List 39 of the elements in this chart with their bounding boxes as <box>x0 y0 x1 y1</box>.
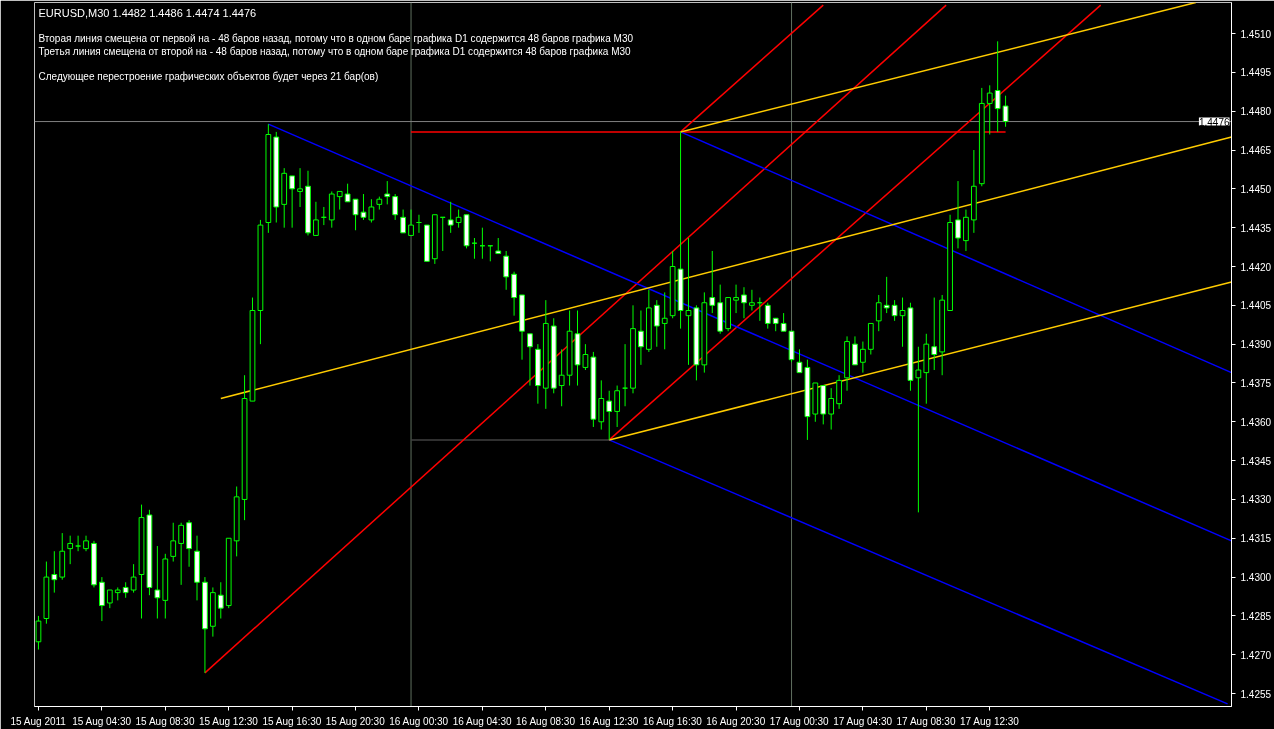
x-tick-label: 15 Aug 20:30 <box>325 715 386 727</box>
y-tick-label: 1.4285 <box>1240 610 1272 622</box>
y-tick-label: 1.4510 <box>1240 28 1272 40</box>
y-tick-label: 1.4480 <box>1240 106 1272 118</box>
x-tick-label: 17 Aug 12:30 <box>959 715 1020 727</box>
y-tick-label: 1.4360 <box>1240 416 1272 428</box>
x-tick-label: 15 Aug 2011 <box>10 715 67 727</box>
y-tick-label: 1.4405 <box>1240 300 1272 312</box>
x-tick-label: 16 Aug 16:30 <box>642 715 703 727</box>
y-tick-label: 1.4345 <box>1240 455 1272 467</box>
y-tick-label: 1.4465 <box>1240 145 1272 157</box>
y-tick-label: 1.4315 <box>1240 533 1272 545</box>
chart-title: EURUSD,M30 1.4482 1.4486 1.4474 1.4476 <box>38 6 257 19</box>
x-tick-label: 16 Aug 00:30 <box>389 715 449 727</box>
x-tick-label: 16 Aug 04:30 <box>452 715 513 727</box>
annotation: Вторая линия смещена от первой на - 48 баров назад, потому что в одном баре графика D1 содержится 48 баров графика M30 <box>38 32 634 44</box>
x-tick-label: 17 Aug 00:30 <box>769 715 830 727</box>
y-tick-label: 1.4495 <box>1240 67 1272 79</box>
y-tick-label: 1.4330 <box>1240 494 1272 506</box>
x-tick-label: 15 Aug 04:30 <box>72 715 132 727</box>
x-tick-label: 16 Aug 20:30 <box>706 715 766 727</box>
x-tick-label: 17 Aug 04:30 <box>833 715 893 727</box>
x-tick-label: 15 Aug 08:30 <box>135 715 195 727</box>
y-tick-label: 1.4255 <box>1240 688 1272 700</box>
x-tick-label: 16 Aug 08:30 <box>516 715 576 727</box>
x-tick-label: 17 Aug 08:30 <box>896 715 956 727</box>
y-tick-label: 1.4300 <box>1240 572 1272 584</box>
annotation: Третья линия смещена от второй на - 48 баров назад, потому что в одном баре графика D1 содержится 48 баров графика M30 <box>38 45 632 57</box>
y-tick-label: 1.4435 <box>1240 222 1272 234</box>
annotation: Следующее перестроение графических объектов будет через 21 бар(ов) <box>38 70 379 82</box>
y-tick-label: 1.4450 <box>1240 183 1272 195</box>
y-tick-label: 1.4270 <box>1240 649 1272 661</box>
x-tick-label: 16 Aug 12:30 <box>579 715 639 727</box>
y-tick-label: 1.4390 <box>1240 339 1272 351</box>
x-tick-label: 15 Aug 16:30 <box>262 715 322 727</box>
x-tick-label: 15 Aug 12:30 <box>198 715 259 727</box>
y-tick-label: 1.4375 <box>1240 377 1272 389</box>
ref-line-label: 1.4476 <box>1198 116 1230 128</box>
y-tick-label: 1.4420 <box>1240 261 1272 273</box>
